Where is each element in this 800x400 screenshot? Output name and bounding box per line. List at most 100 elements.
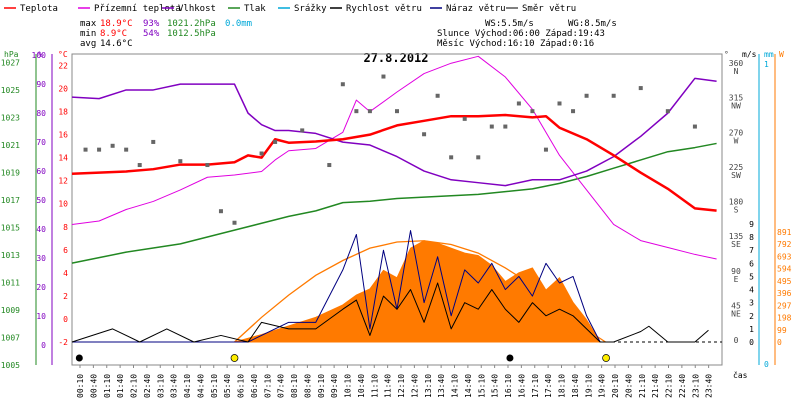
hpa-tick: 1009 bbox=[1, 306, 20, 315]
x-tick-label: 12:10 bbox=[397, 374, 406, 398]
x-tick-label: 07:10 bbox=[263, 374, 272, 398]
direction-letter: NW bbox=[731, 102, 741, 111]
moonset-marker bbox=[75, 354, 83, 362]
direction-tick: 315 bbox=[729, 94, 744, 103]
humidity-line bbox=[71, 77, 717, 187]
direction-letter: N bbox=[734, 67, 739, 76]
x-tick-label: 13:10 bbox=[424, 374, 433, 398]
x-tick-label: 01:40 bbox=[116, 374, 125, 398]
direction-tick: 45 bbox=[731, 301, 741, 310]
pct-tick: 80 bbox=[36, 109, 46, 118]
direction-letter: S bbox=[734, 206, 739, 215]
plot-frame bbox=[71, 53, 723, 366]
x-tick-label: 09:40 bbox=[330, 374, 339, 398]
x-tick-label: 10:40 bbox=[357, 374, 366, 398]
min-label: min bbox=[80, 29, 96, 39]
degc-tick: 6 bbox=[63, 246, 68, 255]
degc-tick: 16 bbox=[58, 131, 68, 140]
max-temp: 18.9°C bbox=[100, 19, 133, 29]
pct-tick: 40 bbox=[36, 225, 46, 234]
w-tick: 891 bbox=[777, 228, 792, 237]
ms-tick: 4 bbox=[749, 286, 754, 295]
x-tick-label: 21:40 bbox=[651, 374, 660, 398]
w-unit: W bbox=[779, 50, 784, 59]
wind-direction-point bbox=[300, 128, 305, 133]
direction-letter: SW bbox=[731, 171, 741, 180]
ms-tick: 3 bbox=[749, 299, 754, 308]
sunset-marker bbox=[602, 354, 610, 362]
pct-tick: 60 bbox=[36, 167, 46, 176]
line-series bbox=[71, 55, 717, 343]
direction-tick: 360 bbox=[729, 59, 744, 68]
pct-tick: 90 bbox=[36, 80, 46, 89]
x-tick-label: 15:40 bbox=[491, 374, 500, 398]
mm-tick-bottom: 0 bbox=[764, 360, 769, 369]
min-humidity: 54% bbox=[143, 29, 160, 39]
x-tick-label: 03:10 bbox=[156, 374, 165, 398]
ms-tick: 7 bbox=[749, 246, 754, 255]
hpa-tick: 1007 bbox=[1, 333, 20, 342]
wind-direction-point bbox=[205, 163, 210, 168]
wind-direction-point bbox=[557, 101, 562, 106]
wind-direction-point bbox=[543, 147, 548, 152]
min-temp: 8.9°C bbox=[100, 29, 127, 39]
wind-direction-point bbox=[259, 151, 264, 156]
wind-direction-point bbox=[665, 109, 670, 114]
ms-unit: m/s bbox=[742, 50, 757, 59]
wind-direction-point bbox=[530, 109, 535, 114]
x-tick-label: 08:10 bbox=[290, 374, 299, 398]
x-tick-label: 08:40 bbox=[303, 374, 312, 398]
pct-tick: 50 bbox=[36, 196, 46, 205]
direction-tick: 225 bbox=[729, 163, 744, 172]
pct-tick: 100 bbox=[32, 51, 47, 60]
hpa-tick: 1021 bbox=[1, 141, 20, 150]
ms-tick: 5 bbox=[749, 272, 754, 281]
wind-direction-point bbox=[489, 124, 494, 129]
legend-label: Přízemní teplota bbox=[94, 4, 181, 14]
moonrise-marker bbox=[506, 354, 514, 362]
ms-tick: 9 bbox=[749, 220, 754, 229]
w-tick: 0 bbox=[777, 338, 782, 347]
x-tick-label: 16:10 bbox=[504, 374, 513, 398]
wind-speed-line bbox=[71, 282, 709, 343]
x-tick-label: 19:40 bbox=[598, 374, 607, 398]
sun-times: Slunce Východ:06:00 Západ:19:43 bbox=[437, 29, 605, 39]
x-tick-label: 09:10 bbox=[317, 374, 326, 398]
w-tick: 396 bbox=[777, 289, 792, 298]
pct-tick: 20 bbox=[36, 283, 46, 292]
max-label: max bbox=[80, 19, 97, 29]
x-tick-label: 17:40 bbox=[544, 374, 553, 398]
degc-tick: 22 bbox=[58, 62, 68, 71]
x-tick-label: 00:10 bbox=[76, 374, 85, 398]
direction-tick: 90 bbox=[731, 267, 741, 276]
x-tick-label: 22:40 bbox=[678, 374, 687, 398]
ms-tick: 2 bbox=[749, 312, 754, 321]
x-tick-label: 20:10 bbox=[611, 374, 620, 398]
degc-tick: 20 bbox=[58, 85, 68, 94]
sun-moon-markers bbox=[75, 354, 610, 362]
x-tick-label: 14:10 bbox=[451, 374, 460, 398]
w-tick: 792 bbox=[777, 240, 792, 249]
x-tick-label: 07:40 bbox=[277, 374, 286, 398]
hpa-tick: 1015 bbox=[1, 223, 20, 232]
degc-tick: 14 bbox=[58, 154, 68, 163]
wind-direction-point bbox=[462, 116, 467, 121]
avg-label: avg bbox=[80, 39, 96, 49]
wind-direction-point bbox=[435, 93, 440, 98]
x-tick-label: 13:40 bbox=[437, 374, 446, 398]
x-tick-label: 04:10 bbox=[183, 374, 192, 398]
direction-letter: SE bbox=[731, 240, 741, 249]
x-tick-label: 19:10 bbox=[584, 374, 593, 398]
degc-tick: 18 bbox=[58, 108, 68, 117]
hpa-tick: 1025 bbox=[1, 86, 20, 95]
radiation-area bbox=[234, 240, 602, 343]
wind-direction-point bbox=[97, 147, 102, 152]
direction-tick: 180 bbox=[729, 198, 744, 207]
x-tick-label: 15:10 bbox=[477, 374, 486, 398]
w-tick: 594 bbox=[777, 265, 792, 274]
degc-tick: 10 bbox=[58, 200, 68, 209]
x-tick-label: 04:40 bbox=[196, 374, 205, 398]
degc-tick: 0 bbox=[63, 315, 68, 324]
direction-tick: 135 bbox=[729, 232, 744, 241]
hpa-tick: 1027 bbox=[1, 58, 20, 67]
